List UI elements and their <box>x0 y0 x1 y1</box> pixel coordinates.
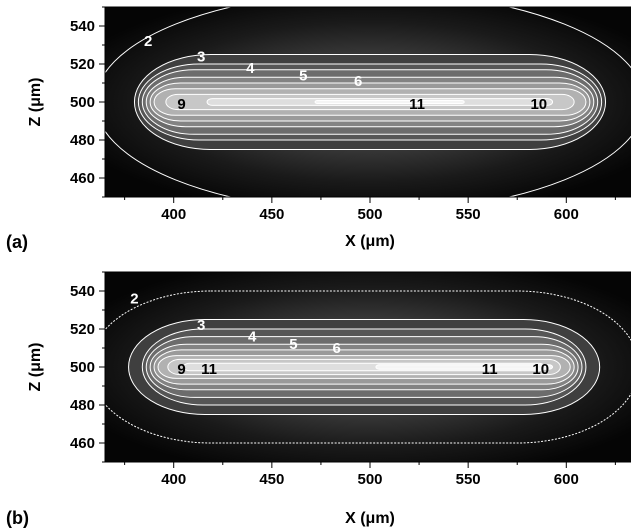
panel-b-y-axis-title: Z (μm) <box>27 343 44 392</box>
contour-label: 11 <box>201 361 217 378</box>
panel-a-label: (a) <box>6 232 28 252</box>
panel-a-contours <box>105 7 631 197</box>
contour-level-2 <box>105 290 631 444</box>
contour-label: 9 <box>177 361 185 378</box>
contour-label: 11 <box>409 96 425 113</box>
y-tick-label: 460 <box>70 435 95 452</box>
y-tick-label: 460 <box>70 170 95 187</box>
panel-b-contours <box>105 290 631 444</box>
panel-a-ticks: 400 450 500 550 600 460 480 500 520 540 <box>70 6 616 223</box>
y-tick-label: 480 <box>70 132 95 149</box>
contour-label: 6 <box>332 340 340 357</box>
panel-b-ticks: 400 450 500 550 600 460 480 500 520 540 <box>70 271 616 488</box>
contour-label: 11 <box>482 361 498 378</box>
y-tick-label: 520 <box>70 321 95 338</box>
contour-level-11 <box>375 364 554 370</box>
y-tick-label: 540 <box>70 18 95 35</box>
y-tick-label: 500 <box>70 359 95 376</box>
y-tick-label: 500 <box>70 94 95 111</box>
x-tick-label: 500 <box>357 206 382 223</box>
contour-label: 6 <box>354 73 362 90</box>
contour-label: 3 <box>197 48 205 65</box>
contour-label: 9 <box>177 96 185 113</box>
panel-b-label: (b) <box>6 508 29 528</box>
contour-label: 5 <box>289 336 297 353</box>
panel-a-y-axis-title: Z (μm) <box>27 78 44 127</box>
panel-b-x-axis-title: X (μm) <box>345 510 395 527</box>
contour-level-11 <box>314 99 465 105</box>
panel-b: 2 3 4 5 6 9 11 11 10 400 450 500 550 600 460 480 500 520… <box>6 271 631 528</box>
x-tick-label: 400 <box>161 206 186 223</box>
panel-a-contour-labels: 2 3 4 5 6 9 11 10 <box>144 33 547 113</box>
x-tick-label: 600 <box>554 206 579 223</box>
y-tick-label: 480 <box>70 397 95 414</box>
contour-label: 4 <box>248 329 257 346</box>
panel-a: 2 3 4 5 6 9 11 10 400 450 500 550 600 460 480 500 520 54… <box>6 6 631 252</box>
x-tick-label: 400 <box>161 471 186 488</box>
contour-label: 10 <box>532 361 549 378</box>
y-tick-label: 520 <box>70 56 95 73</box>
y-tick-label: 540 <box>70 283 95 300</box>
x-tick-label: 500 <box>357 471 382 488</box>
contour-label: 2 <box>144 33 152 50</box>
x-tick-label: 450 <box>259 206 284 223</box>
contour-label: 3 <box>197 317 205 334</box>
panel-a-x-axis-title: X (μm) <box>345 233 395 250</box>
contour-label: 2 <box>130 291 138 308</box>
x-tick-label: 600 <box>554 471 579 488</box>
contour-label: 10 <box>530 96 547 113</box>
contour-label: 4 <box>246 60 255 77</box>
contour-label: 5 <box>299 67 307 84</box>
x-tick-label: 550 <box>456 471 481 488</box>
x-tick-label: 550 <box>456 206 481 223</box>
panel-b-contour-labels: 2 3 4 5 6 9 11 11 10 <box>130 291 549 378</box>
x-tick-label: 450 <box>259 471 284 488</box>
